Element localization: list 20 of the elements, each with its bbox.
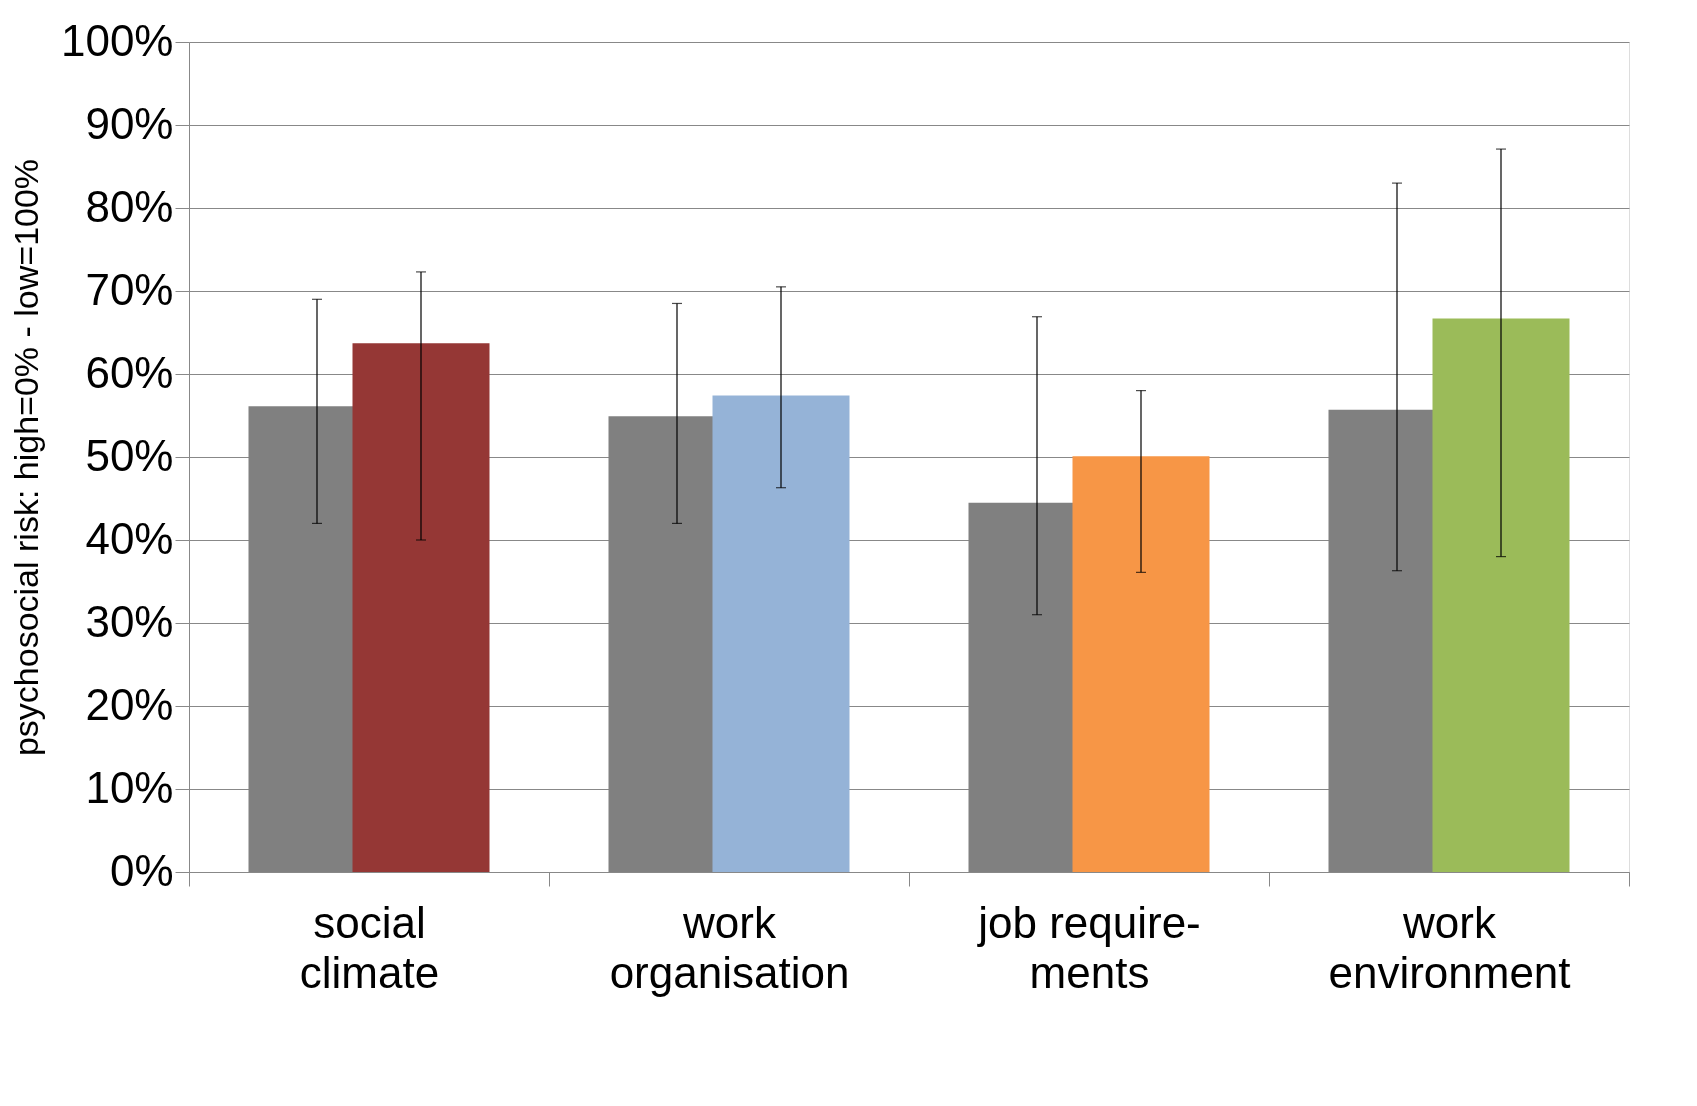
y-tick-label: 80% — [85, 181, 174, 231]
x-tick-label: social climate — [299, 897, 440, 997]
y-tick-label: 20% — [85, 679, 174, 729]
x-tick-label: work organisation — [609, 897, 850, 997]
y-tick-label: 100% — [60, 15, 174, 65]
y-tick-label: 50% — [85, 430, 174, 480]
bar — [712, 395, 850, 872]
y-tick-label: 0% — [109, 845, 174, 895]
y-tick-label: 70% — [85, 264, 174, 314]
x-tick-label: work environment — [1328, 897, 1571, 997]
bar — [352, 343, 490, 872]
y-tick-label: 40% — [85, 513, 174, 563]
x-tick-label: job require- ments — [976, 897, 1201, 997]
y-axis-title: psychosocial risk: high=0% - low=100% — [6, 158, 45, 757]
y-tick-label: 60% — [85, 347, 174, 397]
y-tick-label: 90% — [85, 98, 174, 148]
y-tick-label: 10% — [85, 762, 174, 812]
y-tick-label: 30% — [85, 596, 174, 646]
bar — [1072, 456, 1210, 872]
bar — [1432, 318, 1570, 872]
